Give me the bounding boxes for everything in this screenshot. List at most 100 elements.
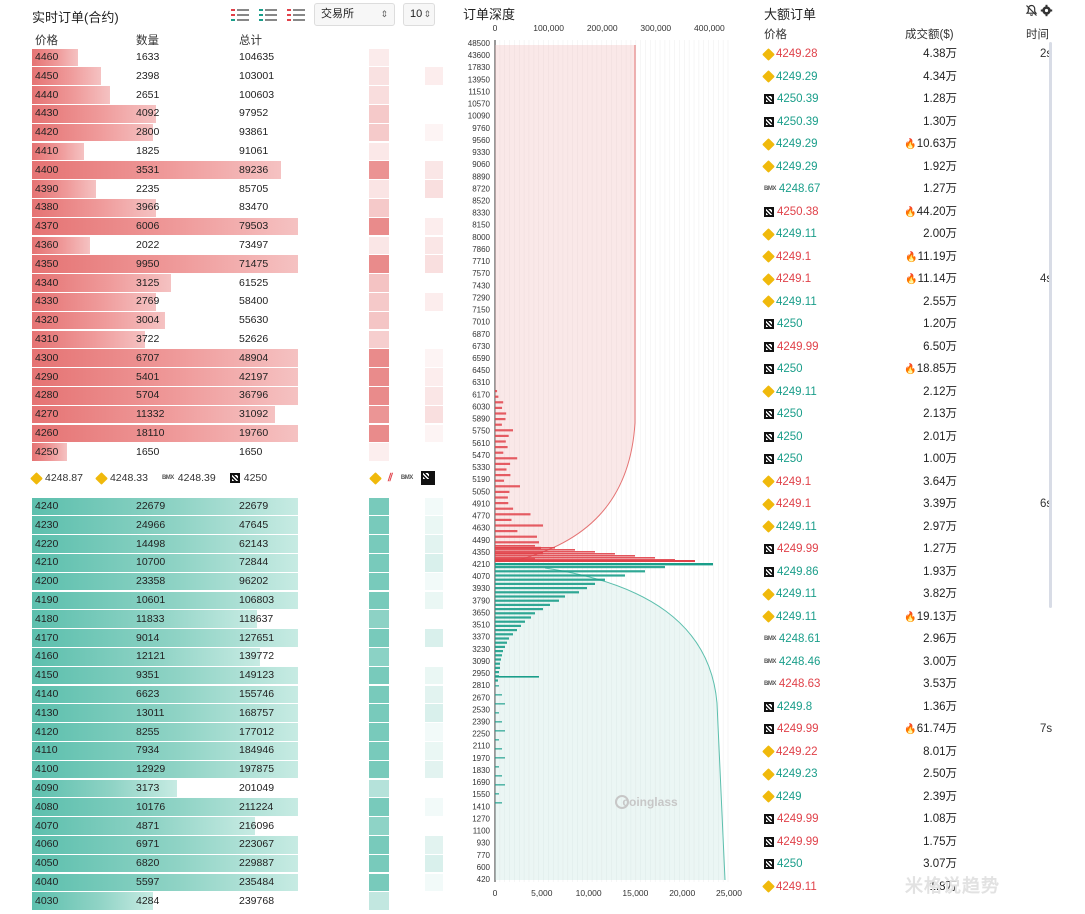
- bid-exchange-strip: [425, 516, 443, 535]
- large-order-row[interactable]: 4249.23 2.50万: [762, 763, 1064, 786]
- ask-row[interactable]: 4410 1825 91061: [32, 142, 452, 161]
- ask-row[interactable]: 4320 3004 55630: [32, 311, 452, 330]
- settings-icon[interactable]: [1040, 4, 1053, 20]
- bid-row[interactable]: 4080 10176 211224: [32, 798, 452, 817]
- ask-row[interactable]: 4420 2800 93861: [32, 123, 452, 142]
- large-order-row[interactable]: 4249.99 1.27万: [764, 538, 1064, 561]
- ask-row[interactable]: 4360 2022 73497: [32, 236, 452, 255]
- large-order-row[interactable]: 4250.38 🔥44.20万: [764, 201, 1064, 224]
- large-order-row[interactable]: BMX 4248.61 2.96万: [764, 628, 1064, 651]
- large-order-row[interactable]: 4249.8 1.36万: [764, 696, 1064, 719]
- bid-row[interactable]: 4210 10700 72844: [32, 553, 452, 572]
- bid-row[interactable]: 4150 9351 149123: [32, 666, 452, 685]
- large-order-row[interactable]: 4249.29 1.92万: [762, 156, 1064, 179]
- depth-price-label: 2810: [472, 681, 490, 690]
- bid-row[interactable]: 4030 4284 239768: [32, 892, 452, 911]
- large-order-row[interactable]: 4249.1 🔥11.14万 4s: [762, 268, 1064, 291]
- bid-row[interactable]: 4060 6971 223067: [32, 835, 452, 854]
- large-order-row[interactable]: 4250 1.00万: [764, 448, 1064, 471]
- large-order-row[interactable]: 4249.11 1.8万: [762, 876, 1064, 899]
- ask-row[interactable]: 4330 2769 58400: [32, 292, 452, 311]
- ask-row[interactable]: 4400 3531 89236: [32, 161, 452, 180]
- large-order-row[interactable]: 4249.1 3.64万: [762, 471, 1064, 494]
- large-order-row[interactable]: 4249.29 4.34万: [762, 66, 1064, 89]
- okx-icon[interactable]: [420, 471, 435, 485]
- large-order-row[interactable]: 4250.39 1.28万: [764, 88, 1064, 111]
- large-order-row[interactable]: 4250 2.13万: [764, 403, 1064, 426]
- large-order-row[interactable]: 4249.28 4.38万 2s: [762, 43, 1064, 66]
- okx-icon: [764, 94, 774, 105]
- ask-row[interactable]: 4290 5401 42197: [32, 368, 452, 387]
- exchange-select[interactable]: 交易所 ⇕: [314, 3, 395, 26]
- okx-icon: [764, 859, 774, 870]
- bid-row[interactable]: 4240 22679 22679: [32, 497, 452, 516]
- large-orders-scrollbar[interactable]: [1049, 42, 1052, 608]
- ask-row[interactable]: 4310 3722 52626: [32, 330, 452, 349]
- ask-row[interactable]: 4300 6707 48904: [32, 349, 452, 368]
- bid-row[interactable]: 4200 23358 96202: [32, 572, 452, 591]
- depth-level-select[interactable]: 10 ⇕: [403, 3, 435, 26]
- large-order-row[interactable]: 4250.39 1.30万: [764, 111, 1064, 134]
- large-order-row[interactable]: 4250 1.20万: [764, 313, 1064, 336]
- ask-row[interactable]: 4370 6006 79503: [32, 217, 452, 236]
- mute-icon[interactable]: [1025, 4, 1038, 20]
- ask-row[interactable]: 4380 3966 83470: [32, 198, 452, 217]
- large-order-row[interactable]: BMX 4248.46 3.00万: [764, 651, 1064, 674]
- large-order-row[interactable]: 4249 2.39万: [762, 786, 1064, 809]
- ask-row[interactable]: 4270 11332 31092: [32, 405, 452, 424]
- bid-row[interactable]: 4190 10601 106803: [32, 591, 452, 610]
- ask-row[interactable]: 4390 2235 85705: [32, 180, 452, 199]
- bid-row[interactable]: 4160 12121 139772: [32, 647, 452, 666]
- large-order-row[interactable]: 4249.11 2.12万: [762, 381, 1064, 404]
- bid-row[interactable]: 4040 5597 235484: [32, 873, 452, 892]
- large-order-row[interactable]: 4249.86 1.93万: [764, 561, 1064, 584]
- ask-row[interactable]: 4460 1633 104635: [32, 48, 452, 67]
- view-both-icon[interactable]: [229, 6, 251, 24]
- bid-row[interactable]: 4230 24966 47645: [32, 516, 452, 535]
- large-order-row[interactable]: 4249.29 🔥10.63万: [762, 133, 1064, 156]
- ask-row[interactable]: 4450 2398 103001: [32, 67, 452, 86]
- bid-row[interactable]: 4220 14498 62143: [32, 535, 452, 554]
- bid-row[interactable]: 4130 13011 168757: [32, 704, 452, 723]
- ask-depth-bar: [32, 368, 298, 386]
- bid-row[interactable]: 4100 12929 197875: [32, 760, 452, 779]
- bybit-icon[interactable]: ⫽: [388, 471, 393, 484]
- large-order-row[interactable]: BMX 4248.63 3.53万: [764, 673, 1064, 696]
- ask-price: 4440: [35, 88, 59, 101]
- view-asks-icon[interactable]: [285, 6, 307, 24]
- ask-row[interactable]: 4440 2651 100603: [32, 86, 452, 105]
- large-order-row[interactable]: 4249.11 2.55万: [762, 291, 1064, 314]
- bid-row[interactable]: 4050 6820 229887: [32, 854, 452, 873]
- ask-row[interactable]: 4280 5704 36796: [32, 386, 452, 405]
- bid-row[interactable]: 4110 7934 184946: [32, 741, 452, 760]
- view-bids-icon[interactable]: [257, 6, 279, 24]
- large-order-row[interactable]: 4249.99 🔥61.74万 7s: [764, 718, 1064, 741]
- ask-row[interactable]: 4250 1650 1650: [32, 443, 452, 462]
- large-order-row[interactable]: 4249.11 3.82万: [762, 583, 1064, 606]
- ask-row[interactable]: 4340 3125 61525: [32, 274, 452, 293]
- large-order-row[interactable]: 4249.1 3.39万 6s: [762, 493, 1064, 516]
- large-order-row[interactable]: 4249.99 6.50万: [764, 336, 1064, 359]
- large-order-row[interactable]: 4250 3.07万: [764, 853, 1064, 876]
- ask-row[interactable]: 4350 9950 71475: [32, 255, 452, 274]
- bid-row[interactable]: 4170 9014 127651: [32, 629, 452, 648]
- large-order-row[interactable]: 4249.99 1.75万: [764, 831, 1064, 854]
- large-order-row[interactable]: 4250 2.01万: [764, 426, 1064, 449]
- large-order-row[interactable]: BMX 4248.67 1.27万: [764, 178, 1064, 201]
- large-order-row[interactable]: 4249.11 2.00万: [762, 223, 1064, 246]
- large-order-row[interactable]: 4249.11 2.97万: [762, 516, 1064, 539]
- ask-row[interactable]: 4430 4092 97952: [32, 104, 452, 123]
- bid-row[interactable]: 4180 11833 118637: [32, 610, 452, 629]
- large-order-row[interactable]: 4249.99 1.08万: [764, 808, 1064, 831]
- large-order-row[interactable]: 4250 🔥18.85万: [764, 358, 1064, 381]
- bid-row[interactable]: 4140 6623 155746: [32, 685, 452, 704]
- binance-icon[interactable]: [369, 471, 382, 485]
- ask-row[interactable]: 4260 18110 19760: [32, 424, 452, 443]
- bitmex-icon[interactable]: BMX: [400, 475, 413, 481]
- large-order-row[interactable]: 4249.11 🔥19.13万: [762, 606, 1064, 629]
- large-order-row[interactable]: 4249.22 8.01万: [762, 741, 1064, 764]
- large-order-row[interactable]: 4249.1 🔥11.19万: [762, 246, 1064, 269]
- bid-row[interactable]: 4070 4871 216096: [32, 817, 452, 836]
- bid-row[interactable]: 4120 8255 177012: [32, 723, 452, 742]
- bid-row[interactable]: 4090 3173 201049: [32, 779, 452, 798]
